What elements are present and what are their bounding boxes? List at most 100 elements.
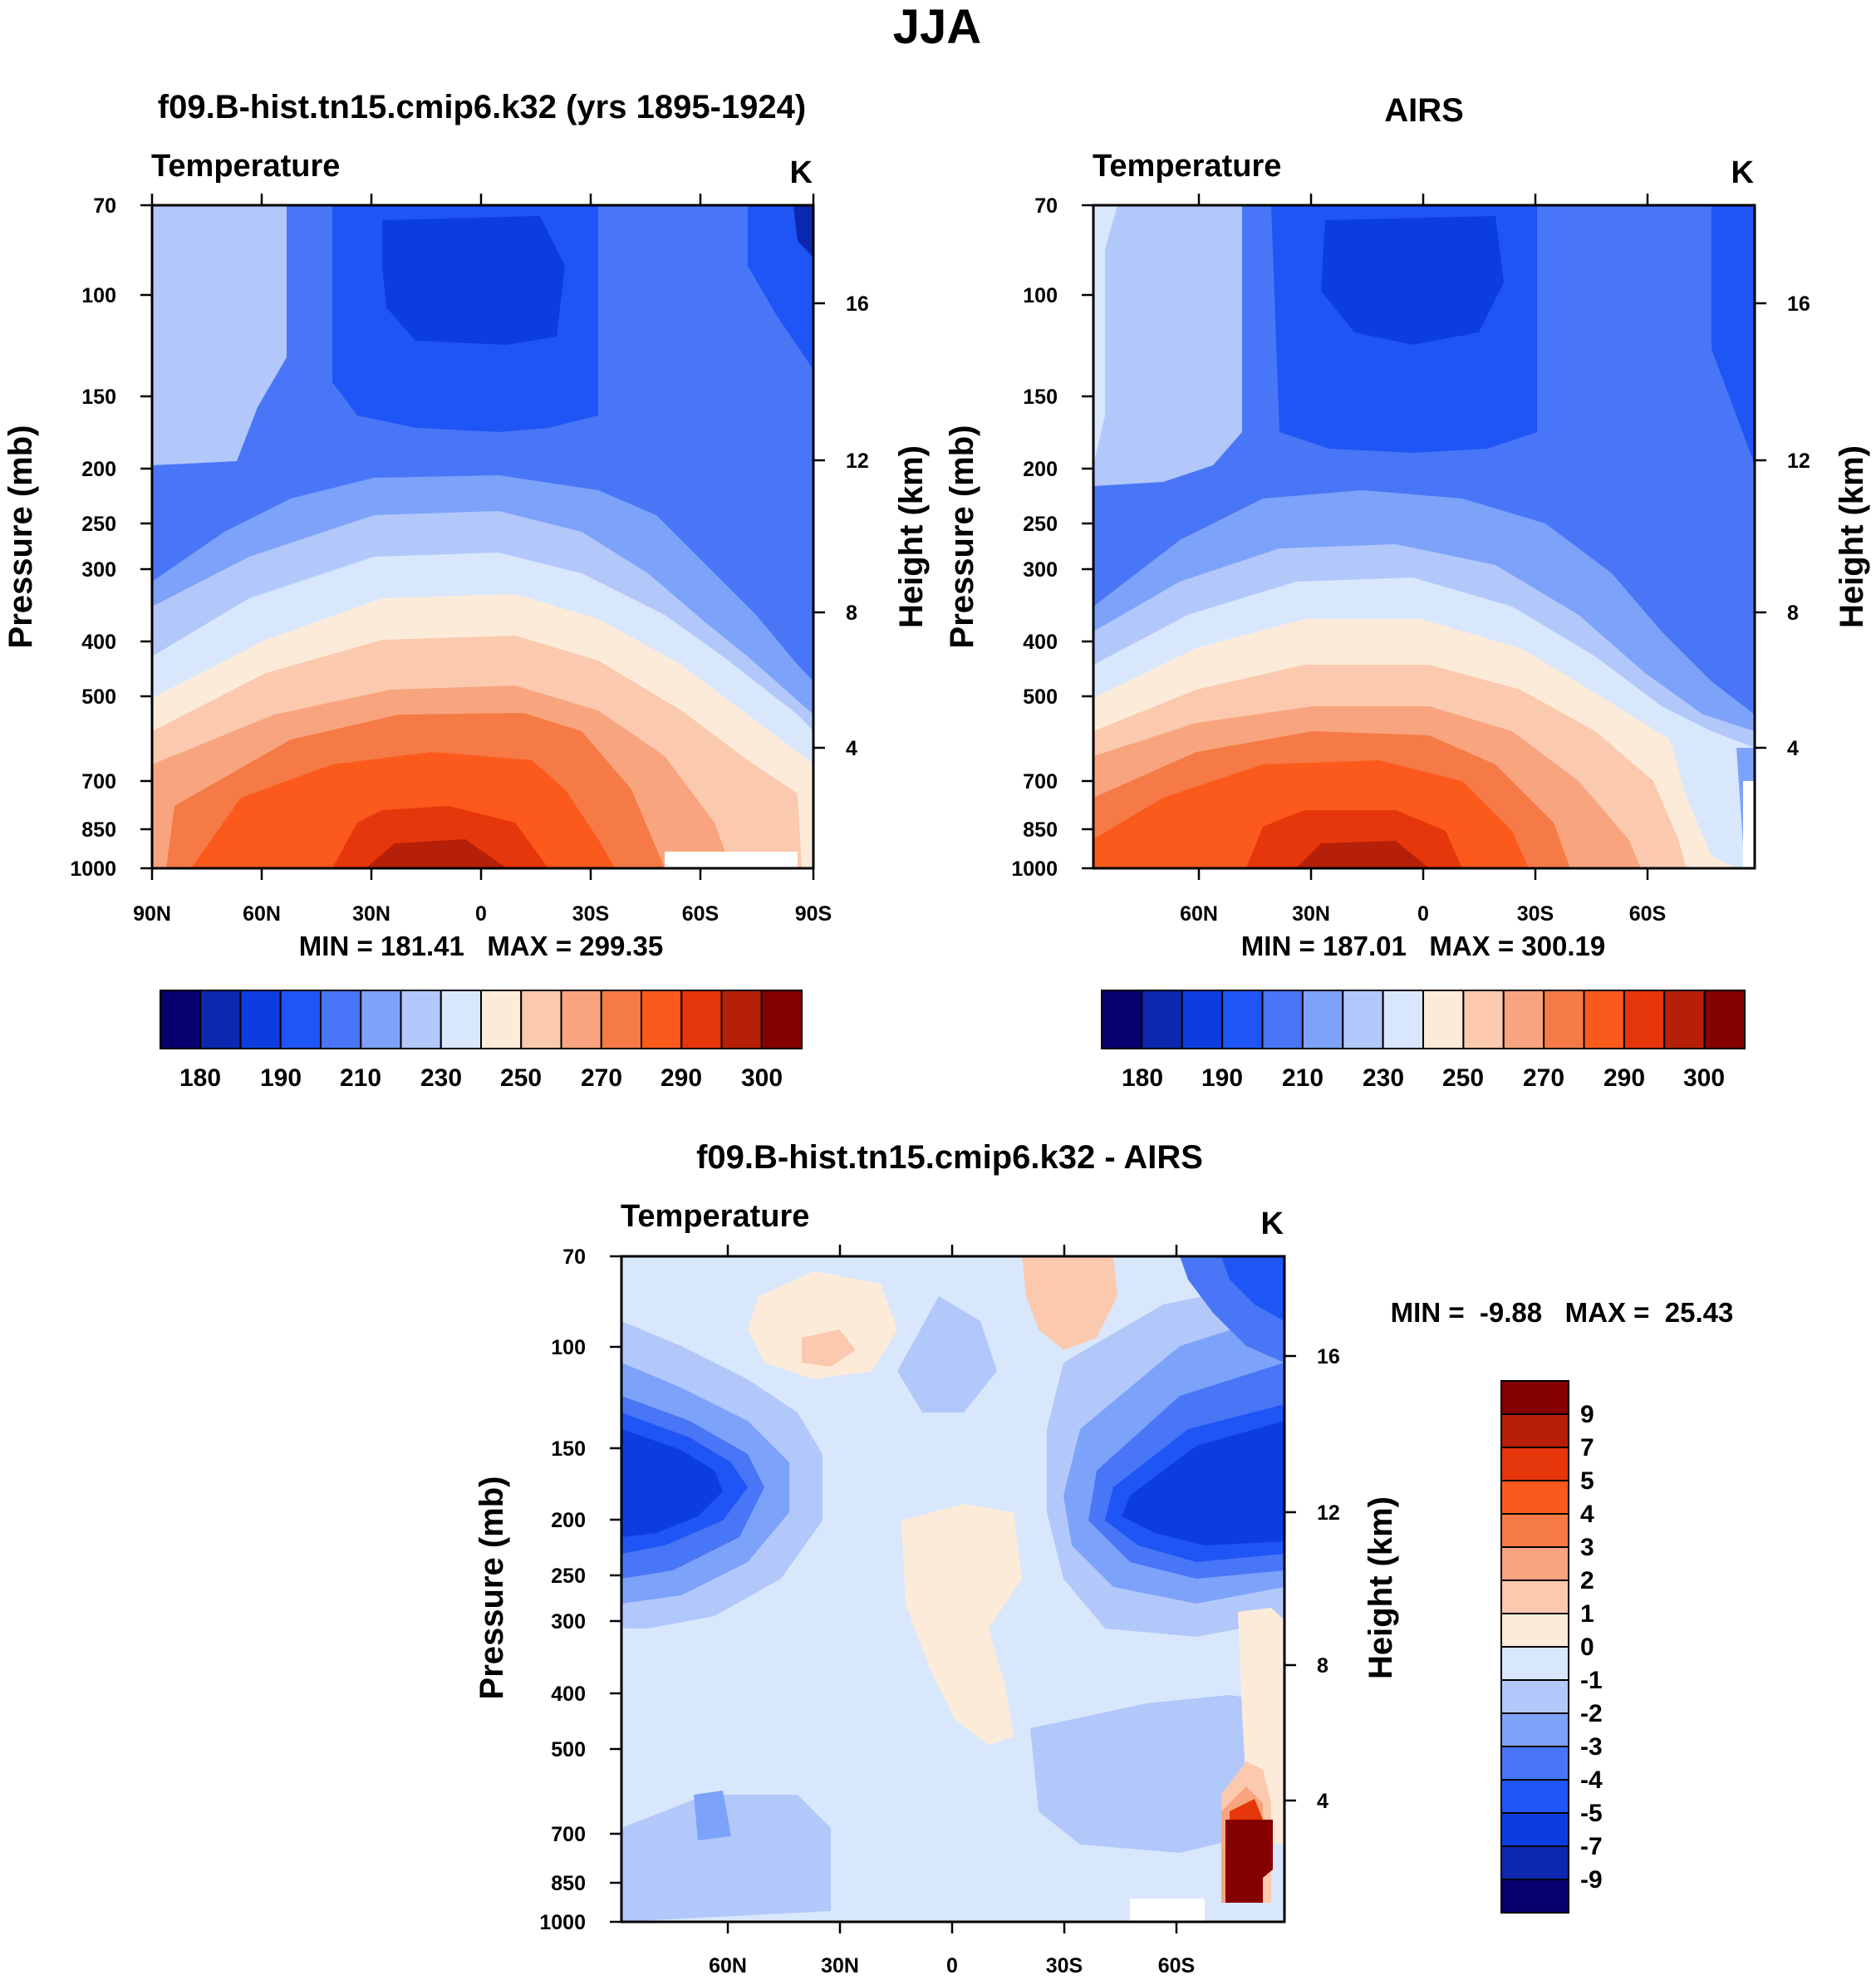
htick-obs-8: 8: [1787, 602, 1799, 625]
colorbar-model-swatch: [560, 990, 602, 1049]
cbar-obs-label-230: 230: [1363, 1064, 1404, 1092]
colorbar-obs-swatch: [1462, 990, 1505, 1049]
colorbar-diff-swatch: [1500, 1413, 1569, 1448]
latick-obs-30n: 30N: [1292, 902, 1330, 926]
band-diff-north-neg5: [621, 1429, 723, 1537]
panel-model-frame: [150, 204, 815, 870]
colorbar-diff-swatch: [1500, 1679, 1569, 1714]
band-diff-south-top-core: [1221, 1256, 1284, 1321]
latick-obs-30s: 30S: [1517, 902, 1554, 926]
colorbar-model-swatch: [160, 990, 202, 1049]
colorbar-diff-swatch: [1500, 1580, 1569, 1614]
ptick-obs-500: 500: [1023, 685, 1058, 709]
ptick-diff-70: 70: [562, 1245, 586, 1269]
colorbar-diff-swatch: [1500, 1746, 1569, 1781]
band-diff-lower-north-neg: [621, 1795, 831, 1922]
cbar-obs-label-270: 270: [1523, 1064, 1564, 1092]
panel-obs-pressure-ticks: 70 100 150 200 250 300 400 500 700 850 1…: [1011, 194, 1058, 881]
colorbar-obs-swatch: [1181, 990, 1224, 1049]
latick-diff-30n: 30N: [821, 1954, 859, 1978]
colorbar-obs-swatch: [1342, 990, 1384, 1049]
panel-model-stats: MIN = 181.41 MAX = 299.35: [299, 931, 663, 961]
latick-model-60s: 60S: [682, 902, 719, 926]
ptick-model-200: 200: [81, 458, 116, 481]
cbar-diff-label-neg2: -2: [1580, 1700, 1603, 1727]
band-diff-south-warm-core: [1225, 1820, 1273, 1903]
ptick-diff-300: 300: [551, 1610, 586, 1634]
main-title: JJA: [893, 0, 981, 54]
band-diff-lower-south-neg: [1030, 1695, 1284, 1853]
colorbar-model-swatch: [360, 990, 402, 1049]
band-diff-missing: [1130, 1899, 1205, 1922]
ptick-model-150: 150: [81, 386, 116, 409]
htick-obs-4: 4: [1787, 737, 1799, 760]
band-obs-warm-6: [1296, 841, 1429, 868]
cbar-diff-label-neg3: -3: [1580, 1733, 1603, 1761]
cbar-model-label-180: 180: [179, 1064, 221, 1092]
band-model-south-cold: [748, 205, 813, 370]
htick-obs-16: 16: [1787, 292, 1810, 316]
colorbar-diff-swatch: [1500, 1613, 1569, 1648]
latick-model-60n: 60N: [243, 902, 281, 926]
panel-obs-units-label: K: [1731, 155, 1755, 190]
latick-model-90s: 90S: [795, 902, 832, 926]
ptick-diff-850: 850: [551, 1872, 586, 1895]
colorbar-diff-swatch: [1500, 1779, 1569, 1814]
panel-diff-units-label: K: [1261, 1206, 1284, 1241]
cbar-diff-label-3: 3: [1580, 1534, 1594, 1561]
ptick-diff-400: 400: [551, 1683, 586, 1706]
panel-model-pressure-ticks: 70 100 150 200 250 300 400 500 700 850 1…: [70, 194, 116, 881]
colorbar-model-swatch: [641, 990, 683, 1049]
cbar-diff-label-neg5: -5: [1580, 1800, 1603, 1827]
ptick-obs-400: 400: [1023, 631, 1058, 654]
cbar-diff-label-0: 0: [1580, 1634, 1594, 1661]
cbar-diff-label-2: 2: [1580, 1567, 1594, 1594]
panel-model: f09.B-hist.tn15.cmip6.k32 (yrs 1895-1924…: [2, 89, 930, 1092]
ptick-diff-1000: 1000: [539, 1911, 586, 1934]
colorbar-model-swatch: [480, 990, 523, 1049]
htick-diff-8: 8: [1317, 1654, 1328, 1678]
colorbar-diff-swatch: [1500, 1546, 1569, 1581]
cbar-obs-label-300: 300: [1683, 1064, 1725, 1092]
ptick-diff-250: 250: [551, 1565, 586, 1588]
cbar-obs-label-190: 190: [1201, 1064, 1243, 1092]
cbar-diff-label-4: 4: [1580, 1501, 1594, 1528]
latick-diff-60s: 60S: [1158, 1954, 1195, 1978]
colorbar-obs-swatch: [1502, 990, 1545, 1049]
cbar-model-label-210: 210: [340, 1064, 381, 1092]
colorbar-obs-swatch: [1703, 990, 1746, 1049]
ptick-obs-700: 700: [1023, 770, 1058, 793]
panel-obs-field: [1093, 205, 1755, 868]
colorbar-model-swatch: [440, 990, 482, 1049]
ptick-model-70: 70: [93, 194, 116, 218]
panel-diff-stats: MIN = -9.88 MAX = 25.43: [1391, 1297, 1734, 1328]
ptick-obs-300: 300: [1023, 558, 1058, 582]
latick-model-eq: 0: [475, 902, 487, 926]
colorbar-obs-swatch: [1382, 990, 1424, 1049]
colorbar-model: [160, 990, 803, 1049]
panel-model-height-ticks: 16 12 8 4: [846, 292, 869, 760]
panel-obs-lat-ticks: 60N 30N 0 30S 60S: [1180, 902, 1666, 926]
colorbar-obs-swatch: [1543, 990, 1585, 1049]
colorbar-diff-swatch: [1500, 1480, 1569, 1515]
panel-obs: AIRS Temperature K: [944, 92, 1870, 1092]
colorbar-obs-swatch: [1583, 990, 1625, 1049]
colorbar-model-swatch: [239, 990, 282, 1049]
panel-obs-title: AIRS: [1384, 92, 1464, 129]
panel-diff-variable-label: Temperature: [621, 1199, 809, 1234]
ptick-model-100: 100: [81, 284, 116, 307]
ptick-model-250: 250: [81, 513, 116, 536]
cbar-diff-label-neg7: -7: [1580, 1833, 1603, 1860]
colorbar-model-swatch: [720, 990, 763, 1049]
ptick-model-300: 300: [81, 558, 116, 582]
latick-diff-eq: 0: [946, 1954, 958, 1978]
panel-obs-ylabel: Pressure (mb): [944, 425, 980, 649]
ptick-model-700: 700: [81, 770, 116, 793]
band-diff-north-pos-core: [802, 1329, 856, 1367]
htick-model-8: 8: [846, 602, 857, 625]
panel-diff-lat-ticks: 60N 30N 0 30S 60S: [709, 1954, 1195, 1978]
panel-diff-field: [621, 1256, 1284, 1922]
panel-diff: f09.B-hist.tn15.cmip6.k32 - AIRS Tempera…: [474, 1139, 1733, 1978]
cbar-diff-label-neg4: -4: [1580, 1766, 1603, 1794]
colorbar-model-swatch: [400, 990, 442, 1049]
